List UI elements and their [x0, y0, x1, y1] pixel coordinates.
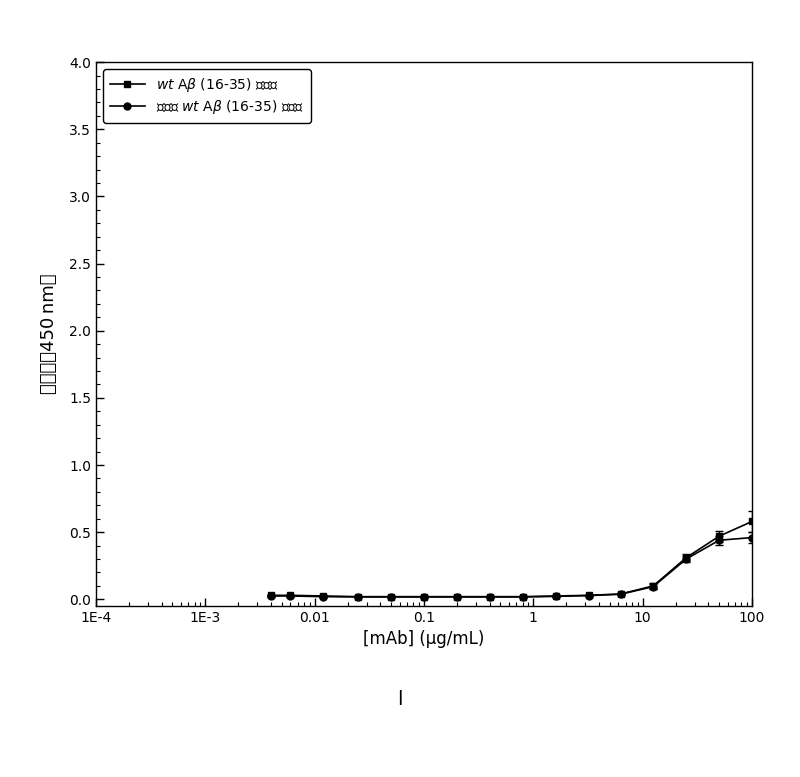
Y-axis label: 吸光度（450 nm）: 吸光度（450 nm）: [40, 274, 58, 395]
X-axis label: [mAb] (μg/mL): [mAb] (μg/mL): [363, 630, 485, 649]
Legend: $\mathit{wt}$ A$\beta$ (16-35) 寺聚物, 截短的 $\mathit{wt}$ A$\beta$ (16-35) 寺聚物: $\mathit{wt}$ A$\beta$ (16-35) 寺聚物, 截短的 …: [103, 69, 311, 124]
Text: l: l: [398, 690, 402, 709]
